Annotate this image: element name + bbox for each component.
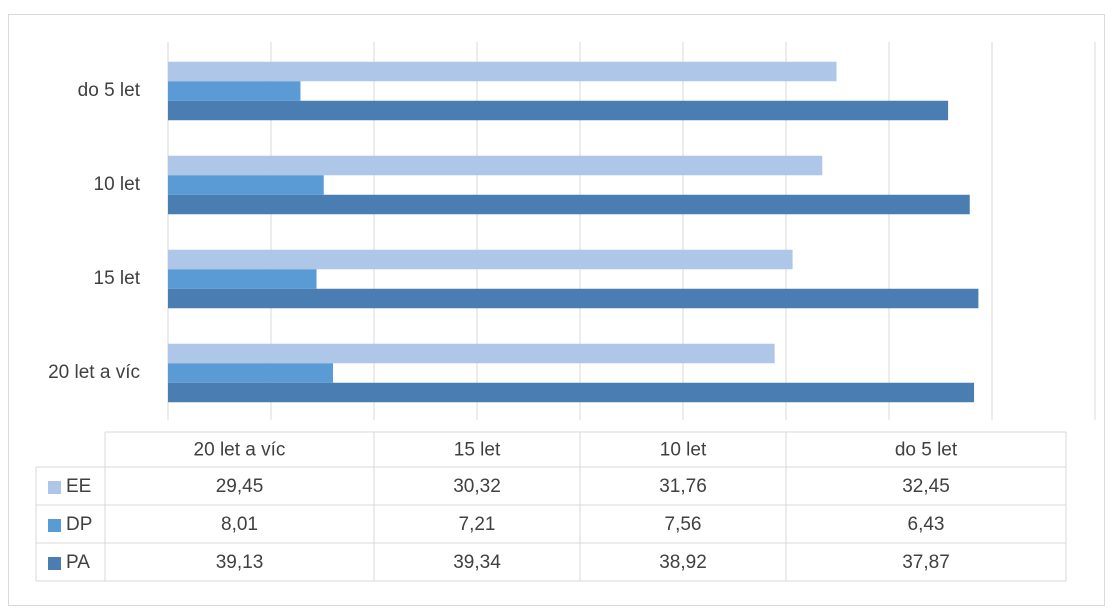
bar (168, 382, 975, 403)
table-value: 29,45 (216, 476, 264, 497)
y-tick-label: do 5 let (78, 80, 141, 101)
y-tick-label: 15 let (94, 268, 141, 289)
table-value: 39,13 (216, 552, 264, 573)
legend-label: PA (66, 552, 90, 573)
table-value: 38,92 (659, 552, 707, 573)
legend-swatch (48, 519, 61, 532)
bar (168, 363, 334, 383)
table-value: 32,45 (902, 476, 950, 497)
y-tick-label: 20 let a víc (48, 362, 140, 383)
table-value: 39,34 (453, 552, 501, 573)
table-header: 15 let (454, 440, 501, 461)
bar (168, 100, 949, 121)
bar (168, 194, 970, 215)
y-tick-label: 10 let (94, 174, 141, 195)
bar (168, 249, 793, 270)
table-value: 30,32 (453, 476, 501, 497)
table-header: 10 let (660, 440, 707, 461)
legend-label: DP (66, 514, 92, 535)
table-value: 8,01 (221, 514, 258, 535)
legend-swatch (48, 481, 61, 494)
table-value: 31,76 (659, 476, 707, 497)
table-value: 6,43 (908, 514, 945, 535)
legend-swatch (48, 557, 61, 570)
bar (168, 61, 837, 82)
table-value: 37,87 (902, 552, 950, 573)
bar (168, 81, 301, 101)
table-header: 20 let a víc (194, 440, 286, 461)
table-header: do 5 let (895, 440, 958, 461)
legend-label: EE (66, 476, 91, 497)
bar (168, 343, 775, 364)
bar (168, 155, 823, 176)
bar (168, 269, 317, 289)
bar (168, 288, 979, 309)
table-value: 7,21 (459, 514, 496, 535)
table-value: 7,56 (665, 514, 702, 535)
bar (168, 175, 324, 195)
